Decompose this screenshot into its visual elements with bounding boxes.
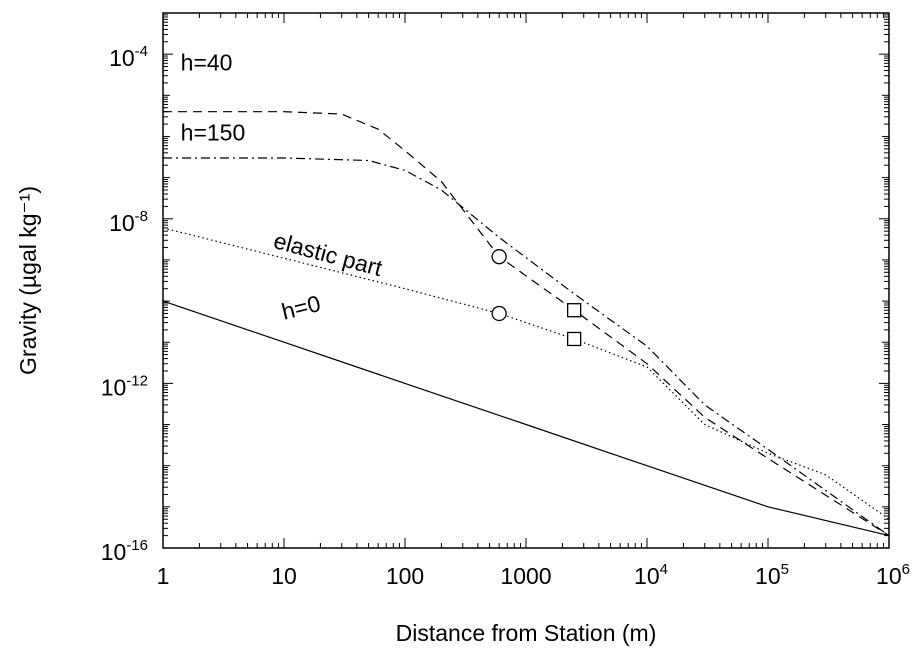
series-line-h-0 (162, 300, 890, 537)
y-tick-label: 10-16 (101, 537, 148, 565)
y-tick-label: 10-8 (109, 208, 148, 236)
series-line-h-150 (163, 157, 890, 537)
x-tick-label: 100 (386, 563, 424, 589)
x-tick-label: 1000 (500, 563, 551, 589)
x-tick-label: 105 (755, 561, 789, 589)
tick-exponent: 5 (781, 561, 789, 578)
x-tick-label: 104 (634, 561, 668, 589)
annotation-label: elastic part (271, 227, 386, 281)
square-marker (567, 303, 582, 318)
tick-exponent: 4 (660, 561, 668, 578)
circle-marker (491, 305, 507, 322)
annotation-label: h=0 (279, 290, 323, 325)
tick-exponent: -16 (126, 537, 148, 554)
x-tick-label: 10 (271, 563, 297, 589)
annotation-label: h=40 (181, 50, 233, 76)
series-line-h-40 (163, 111, 890, 537)
tick-base: 10 (101, 539, 127, 565)
tick-exponent: -8 (135, 208, 148, 225)
tick-base: 10 (755, 563, 781, 589)
annotation-label: h=150 (181, 119, 246, 145)
x-tick-label: 106 (876, 561, 910, 589)
tick-base: 10 (109, 210, 135, 236)
y-axis-title: Gravity (µgal kg⁻¹) (15, 186, 41, 375)
y-tick-label: 10-12 (101, 372, 148, 400)
circle-marker (491, 249, 507, 265)
series-line-elastic-part (162, 227, 890, 520)
x-tick-label: 1 (157, 563, 170, 589)
plot-frame (162, 12, 890, 549)
x-axis-title: Distance from Station (m) (396, 620, 657, 646)
tick-exponent: -12 (126, 372, 148, 389)
tick-base: 10 (109, 45, 135, 71)
y-tick-label: 10-4 (109, 43, 148, 71)
tick-base: 10 (101, 374, 127, 400)
tick-base: 10 (876, 563, 902, 589)
tick-exponent: 6 (902, 561, 910, 578)
tick-base: 10 (634, 563, 660, 589)
plot-annotations: h=40 h=150 elastic part h=0 (181, 50, 386, 325)
square-marker (567, 331, 582, 347)
tick-exponent: -4 (135, 43, 148, 60)
plot-ticks (162, 12, 890, 549)
plot-lines (162, 111, 890, 537)
plot-markers (491, 249, 582, 347)
